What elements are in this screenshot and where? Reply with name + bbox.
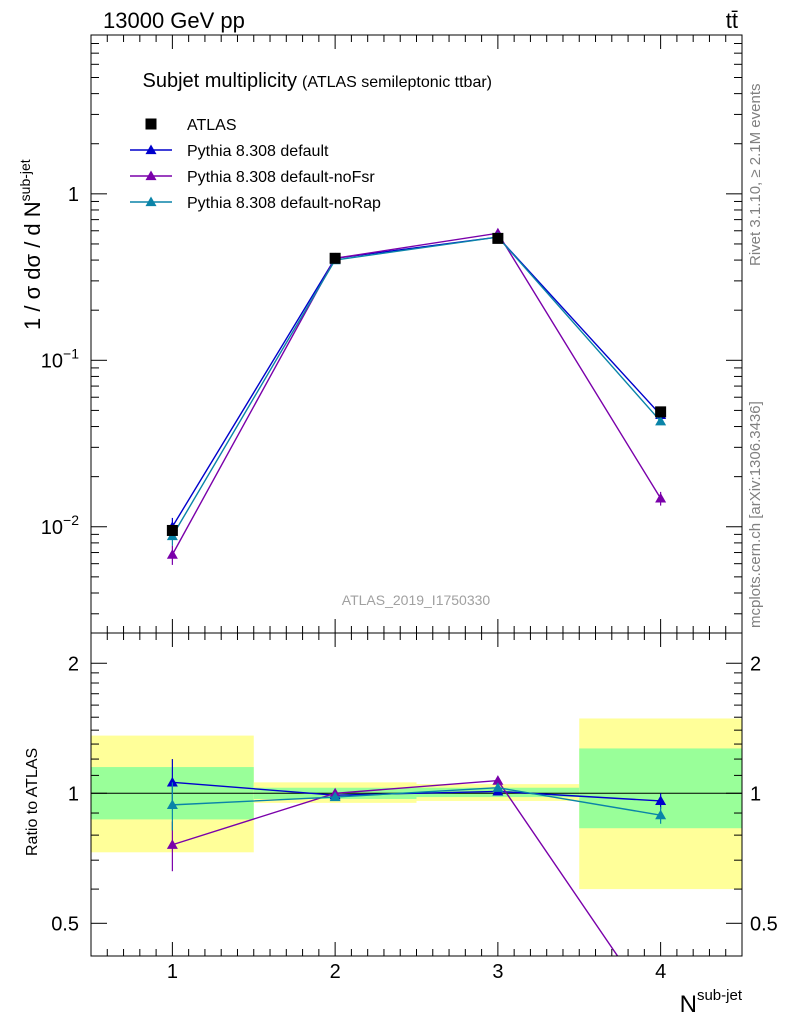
ratio-y-tick-label-right: 0.5	[750, 913, 778, 935]
series-marker	[655, 795, 667, 806]
legend-marker	[145, 144, 157, 155]
ratio-y-tick-label-left: 0.5	[51, 913, 79, 935]
series-line	[172, 787, 661, 816]
legend-label: Pythia 8.308 default-noFsr	[187, 169, 375, 186]
series-marker	[329, 791, 341, 802]
series-marker	[655, 415, 667, 426]
series-marker	[166, 549, 178, 559]
process-label: tt̄	[726, 8, 738, 33]
ratio-panel: 2 2 1 1 0.5 0.5 1 2 3 4 Ratio to ATLAS Nsub-jet	[24, 632, 778, 1024]
main-series-2	[166, 227, 667, 565]
series-marker	[655, 1014, 666, 1024]
legend: ATLAS Pythia 8.308 default Pythia 8.308 de…	[130, 117, 381, 212]
main-panel: Subjet multiplicity (ATLAS semileptonic …	[17, 34, 743, 634]
atlas-data-points	[166, 232, 667, 536]
legend-item-3: Pythia 8.308 default-noRap	[130, 195, 381, 212]
ratio-y-tick-label-left: 2	[68, 653, 79, 675]
data-point	[329, 252, 341, 264]
chart-subtitle: (ATLAS semileptonic ttbar)	[302, 74, 492, 91]
xlabel-sup: sub-jet	[697, 987, 743, 1004]
series-line	[172, 781, 661, 802]
main-ylabel-text: 1 / σ dσ / d N	[20, 201, 45, 330]
chart-title: Subjet multiplicity	[142, 70, 297, 92]
series-marker	[492, 782, 504, 792]
series-marker	[166, 839, 178, 849]
data-point	[655, 406, 667, 418]
x-tick-labels: 1 2 3 4	[167, 961, 666, 983]
main-y-tick-label: 10−2	[41, 512, 79, 539]
series-marker	[492, 775, 504, 785]
energy-label: 13000 GeV pp	[103, 8, 245, 33]
legend-marker	[145, 170, 157, 181]
ratio-series	[166, 759, 667, 1024]
series-line	[171, 232, 662, 555]
legend-marker	[145, 196, 157, 207]
main-y-axis-label: 1 / σ dσ / d Nsub-jet	[17, 159, 45, 330]
series-marker	[655, 492, 667, 503]
main-series	[166, 227, 667, 565]
series-marker	[655, 809, 667, 820]
xlabel-text: N	[680, 991, 697, 1018]
main-series-3	[166, 231, 667, 546]
data-point	[166, 524, 178, 536]
svg-text:1 / σ dσ / d Nsub-jet: 1 / σ dσ / d Nsub-jet	[17, 159, 45, 330]
legend-marker	[145, 118, 157, 130]
x-tick-label: 1	[167, 961, 178, 983]
mcplots-label: mcplots.cern.ch [arXiv:1306.3436]	[747, 401, 764, 628]
series-marker	[166, 776, 178, 787]
main-ylabel-sup: sub-jet	[17, 159, 33, 201]
legend-label: Pythia 8.308 default-noRap	[187, 195, 381, 212]
ratio-series-2	[166, 775, 666, 1024]
series-line	[172, 779, 619, 956]
rivet-version-label: Rivet 3.1.10, ≥ 2.1M events	[747, 84, 764, 267]
legend-item-atlas: ATLAS	[145, 117, 237, 134]
legend-label: Pythia 8.308 default	[187, 143, 329, 160]
x-tick-label: 3	[492, 961, 503, 983]
x-tick-label: 4	[655, 961, 666, 983]
series-line	[171, 236, 662, 528]
ratio-y-tick-label-left: 1	[68, 783, 79, 805]
legend-item-1: Pythia 8.308 default	[130, 143, 329, 160]
x-tick-label: 2	[330, 961, 341, 983]
ratio-series-3	[166, 782, 667, 831]
legend-label: ATLAS	[187, 117, 237, 134]
legend-item-2: Pythia 8.308 default-noFsr	[130, 169, 375, 186]
main-y-tick-labels: 1 10−1 10−2	[41, 184, 79, 539]
data-point	[492, 232, 504, 244]
main-y-tick-label: 1	[68, 184, 79, 206]
ratio-plot-frame	[90, 632, 743, 957]
ratio-y-tick-labels: 2 2 1 1 0.5 0.5	[51, 653, 778, 935]
series-marker	[166, 799, 178, 810]
analysis-id-label: ATLAS_2019_I1750330	[342, 592, 491, 608]
main-y-tick-label: 10−1	[41, 345, 79, 372]
ratio-y-tick-label-right: 1	[750, 783, 761, 805]
series-line	[171, 236, 662, 537]
ratio-y-axis-label: Ratio to ATLAS	[24, 748, 41, 856]
ratio-y-tick-label-right: 2	[750, 653, 761, 675]
x-axis-label: Nsub-jet	[680, 987, 743, 1018]
